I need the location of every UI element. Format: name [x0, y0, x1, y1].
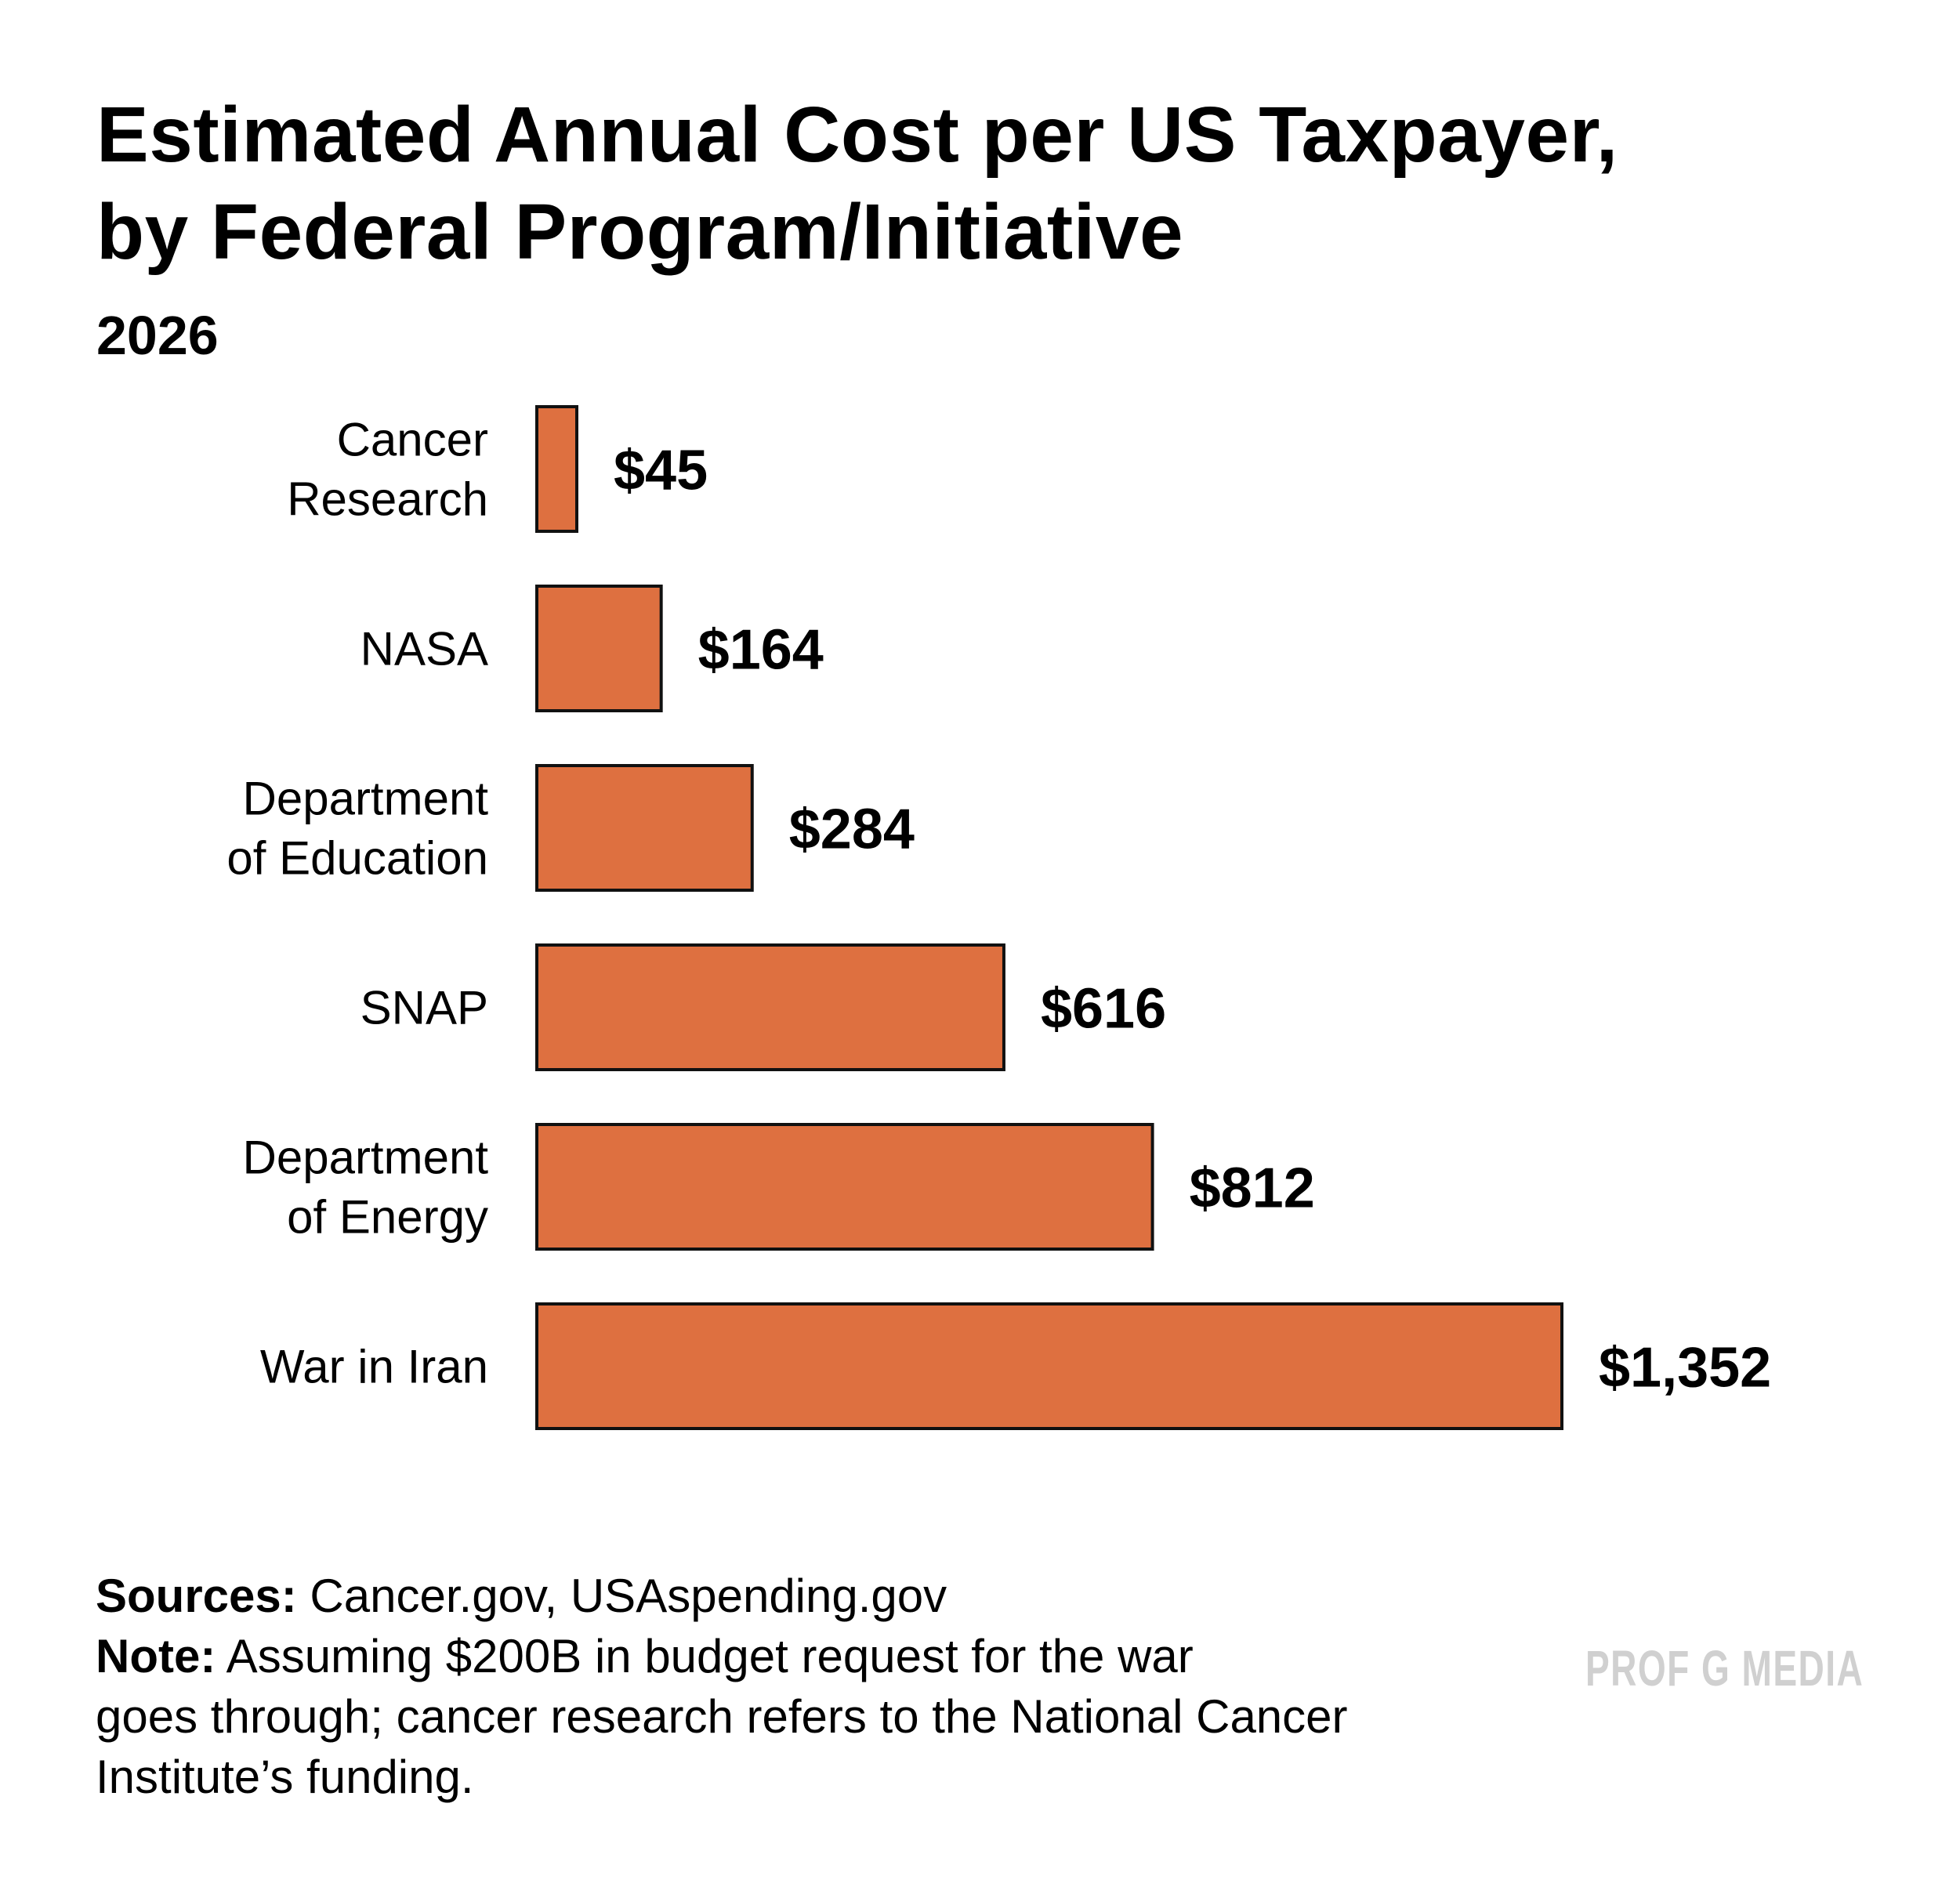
chart-subtitle: 2026: [96, 305, 219, 366]
value-label: $45: [614, 440, 708, 502]
note-line: Note: Assuming $200B in budget request f…: [96, 1626, 1348, 1686]
category-label: Research: [287, 473, 488, 526]
value-label: $812: [1190, 1157, 1315, 1220]
note-text: Assuming $200B in budget request for the…: [216, 1630, 1194, 1682]
sources-text: Cancer.gov, USAspending.gov: [296, 1570, 947, 1622]
category-label: War in Iran: [260, 1341, 488, 1393]
bar: [535, 764, 754, 892]
category-label: SNAP: [360, 982, 488, 1034]
sources-line: Sources: Cancer.gov, USAspending.gov: [96, 1566, 1348, 1626]
category-label: of Education: [226, 832, 488, 885]
bar: [535, 943, 1005, 1071]
category-label: Cancer: [337, 414, 488, 466]
value-label: $616: [1041, 978, 1166, 1041]
sources-label: Sources:: [96, 1570, 297, 1622]
bar: [535, 1302, 1563, 1430]
brand-logo: PROF G MEDIA: [1585, 1640, 1864, 1697]
note-line: goes through; cancer research refers to …: [96, 1690, 1348, 1743]
category-label: Department: [243, 1132, 489, 1184]
bar-chart: $45 Cancer Research $164 NASA $284 Department o…: [226, 405, 1771, 1430]
chart-title-line: Estimated Annual Cost per US Taxpayer,: [96, 91, 1618, 179]
bar: [535, 585, 663, 712]
bar: [535, 1123, 1154, 1251]
bar: [535, 405, 578, 533]
value-label: $284: [789, 799, 915, 861]
category-label: NASA: [360, 623, 488, 675]
note-label: Note:: [96, 1630, 216, 1682]
chart-title: Estimated Annual Cost per US Taxpayer, b…: [96, 86, 1618, 281]
chart-title-line: by Federal Program/Initiative: [96, 188, 1184, 276]
category-label: Department: [243, 773, 489, 825]
note-line: Institute’s funding.: [96, 1751, 474, 1803]
value-label: $164: [698, 619, 824, 682]
footer: Sources: Cancer.gov, USAspending.gov Not…: [96, 1566, 1348, 1807]
category-label: of Energy: [287, 1191, 488, 1244]
value-label: $1,352: [1599, 1337, 1771, 1400]
